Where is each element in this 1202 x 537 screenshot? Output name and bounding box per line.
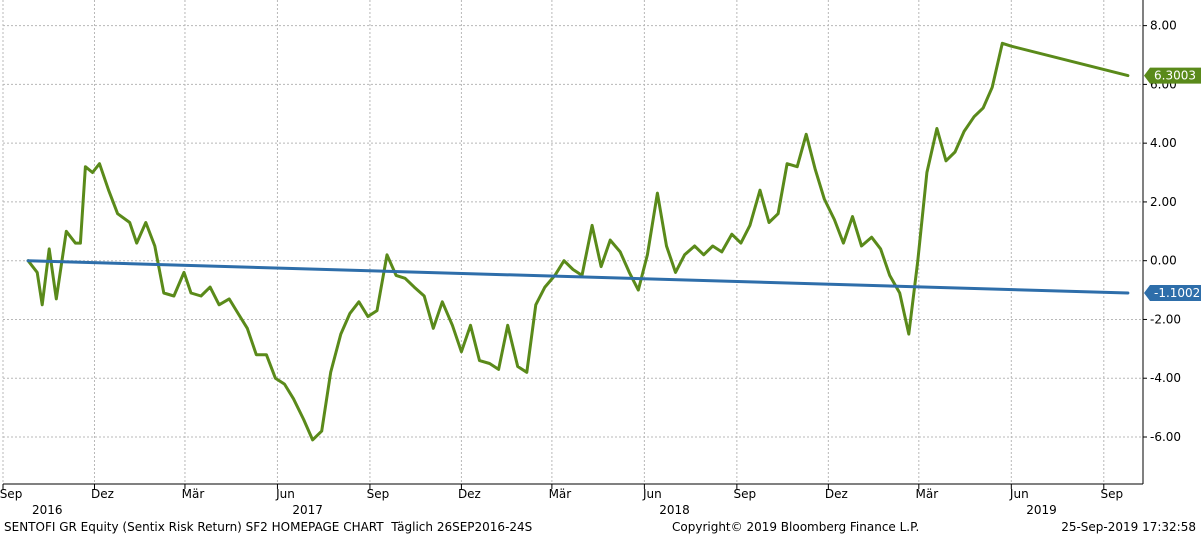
x-tick-label: Sep: [367, 487, 390, 501]
year-label: 2017: [292, 503, 323, 517]
x-tick-label: Mär: [549, 487, 572, 501]
footer-copyright: Copyright© 2019 Bloomberg Finance L.P.: [672, 520, 920, 534]
x-tick-label: Dez: [458, 487, 481, 501]
x-tick-label: Dez: [825, 487, 848, 501]
last-value-tag-label: 6.3003: [1154, 69, 1196, 83]
y-tick-label: 2.00: [1150, 195, 1177, 209]
y-tick-label: -2.00: [1150, 312, 1181, 326]
footer-security-info: SENTOFI GR Equity (Sentix Risk Return) S…: [4, 520, 533, 534]
last-value-tag-box: [1144, 67, 1201, 84]
x-tick-label: Sep: [734, 487, 757, 501]
x-tick-label: Jun: [642, 487, 662, 501]
last-value-tag-label: -1.1002: [1154, 286, 1200, 300]
last-value-tag: -1.1002: [1144, 285, 1201, 302]
y-tick-label: 0.00: [1150, 254, 1177, 268]
y-tick-label: -6.00: [1150, 430, 1181, 444]
series-line: [26, 41, 1130, 442]
x-tick-label: Jun: [275, 487, 295, 501]
footer-timestamp: 25-Sep-2019 17:32:58: [1061, 520, 1196, 534]
plot-area: [26, 41, 1130, 442]
y-tick-label: 4.00: [1150, 136, 1177, 150]
y-tick-label: -4.00: [1150, 371, 1181, 385]
x-tick-label: Mär: [915, 487, 938, 501]
y-tick-label: 8.00: [1150, 19, 1177, 33]
last-value-tag-box: [1144, 285, 1201, 302]
y-axis: 8.006.004.002.000.00-2.00-4.00-6.00: [1142, 0, 1181, 484]
year-label: 2018: [659, 503, 690, 517]
x-tick-label: Sep: [1100, 487, 1123, 501]
x-tick-label: Jun: [1009, 487, 1029, 501]
last-value-tag: 6.3003: [1144, 67, 1201, 84]
year-label: 2016: [32, 503, 63, 517]
year-label: 2019: [1026, 503, 1057, 517]
x-tick-label: Sep: [0, 487, 22, 501]
x-axis: Sep Dez Mär Jun Sep Dez Mär Jun Sep Dez Mär Jun Sep 2…: [0, 483, 1143, 517]
series-line: [26, 259, 1130, 295]
grid: [2, 0, 1143, 484]
x-tick-label: Dez: [91, 487, 114, 501]
x-tick-label: Mär: [182, 487, 205, 501]
last-value-tags: 6.3003 -1.1002: [1144, 67, 1201, 302]
